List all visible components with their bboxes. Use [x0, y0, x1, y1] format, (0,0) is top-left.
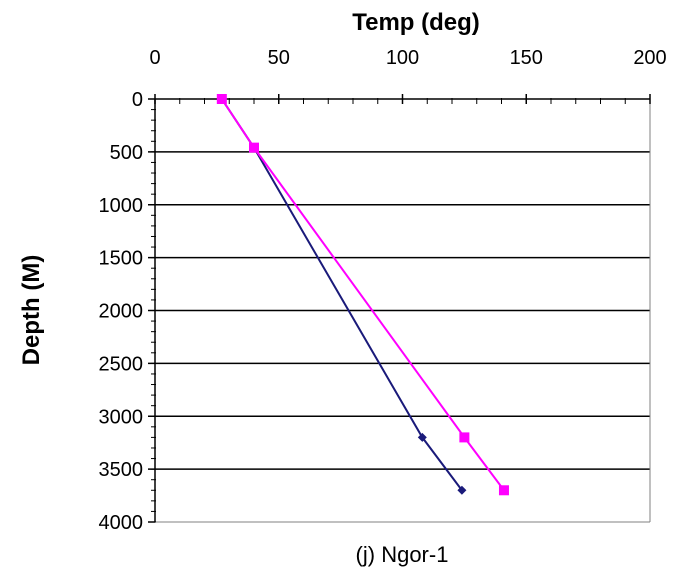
data-point-diamond [417, 432, 427, 442]
series-line-1 [220, 98, 463, 491]
x-tick-label: 100 [386, 47, 419, 69]
x-tick-label: 0 [149, 47, 160, 69]
data-point-square [498, 485, 509, 496]
data-point-diamond [457, 485, 467, 495]
y-tick-label: 3000 [99, 406, 144, 428]
x-tick-label: 50 [268, 47, 290, 69]
x-tick-label: 200 [633, 47, 666, 69]
data-point-square [459, 432, 470, 443]
series-line-2 [220, 98, 505, 491]
chart-caption: (j) Ngor-1 [356, 542, 449, 567]
data-point-square [216, 94, 227, 104]
x-tick-label: 150 [510, 47, 543, 69]
axes: 0 50 100 150 2000500100015002000250030003500… [99, 47, 667, 534]
gridlines [155, 151, 650, 470]
y-axis-title: Depth (M) [18, 255, 45, 366]
y-tick-label: 2500 [99, 353, 144, 375]
y-tick-label: 0 [132, 89, 143, 111]
y-tick-label: 4000 [99, 512, 144, 534]
y-tick-label: 2000 [99, 301, 144, 323]
y-tick-label: 1500 [99, 248, 144, 270]
y-tick-label: 1000 [99, 195, 144, 217]
x-axis-title: Temp (deg) [352, 9, 480, 36]
y-tick-label: 3500 [99, 459, 144, 481]
data-point-square [249, 142, 259, 153]
data-series [216, 94, 509, 496]
y-tick-label: 500 [110, 142, 143, 164]
